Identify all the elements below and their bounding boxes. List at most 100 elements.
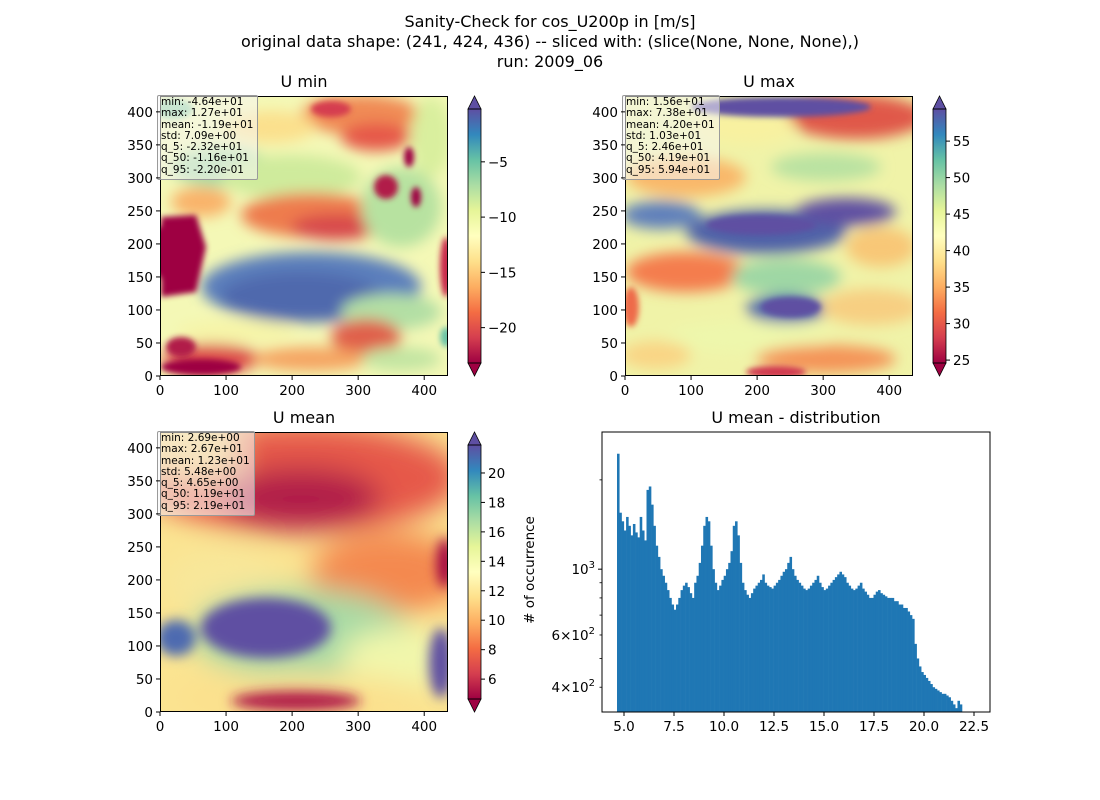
colorbar-extend-max — [467, 95, 482, 110]
histogram-bar — [857, 585, 861, 712]
histogram-bar — [730, 551, 734, 712]
panel-title-u-mean-distribution: U mean - distribution — [711, 408, 881, 427]
x-tick-label: 0 — [156, 383, 165, 399]
y-tick-label: 0 — [609, 369, 618, 385]
histogram-bar — [621, 521, 625, 712]
histogram-bar — [855, 588, 858, 712]
histogram-bar — [705, 516, 709, 712]
histogram-bar — [900, 604, 904, 712]
histogram-bar — [941, 693, 945, 712]
histogram-bar — [837, 574, 840, 712]
histogram-bar — [850, 588, 854, 712]
colorbar-outline — [467, 444, 482, 700]
stats-box-u-min: min: -4.64e+01 max: 1.27e+01 mean: -1.19… — [157, 95, 259, 181]
histogram-bar — [635, 532, 638, 712]
panel-title-u-min: U min — [280, 72, 328, 91]
histogram-bar — [626, 516, 629, 712]
histogram-bar — [914, 643, 917, 712]
histogram-bar — [905, 607, 908, 712]
x-tick-label: 300 — [810, 383, 836, 399]
histogram-bar — [891, 597, 895, 712]
histogram-bar — [805, 590, 808, 712]
histogram-bar — [623, 530, 627, 712]
histogram-bar — [735, 521, 738, 712]
histogram-bar — [843, 577, 847, 712]
histogram-bar — [948, 697, 951, 712]
stat-line: min: 2.69e+00 — [161, 432, 240, 444]
histogram-bar — [873, 594, 877, 712]
histogram-bar — [628, 525, 631, 712]
histogram-bar — [639, 516, 643, 712]
colorbar-tick-label: −15 — [488, 265, 517, 281]
histogram-bar — [759, 579, 763, 712]
y-tick-label: 100 — [127, 639, 153, 655]
colorbar-tick-label: 30 — [953, 317, 970, 333]
stat-line: mean: -1.19e+01 — [161, 118, 254, 131]
stat-line: q_5: 4.65e+00 — [161, 477, 239, 490]
histogram-bar — [950, 700, 954, 712]
histogram-bar — [907, 611, 911, 712]
histogram-bar — [712, 569, 715, 712]
histogram-bar — [871, 597, 874, 712]
histogram-bar — [921, 672, 924, 712]
colorbar-tick-label: 10 — [488, 613, 505, 629]
histogram-bar — [696, 575, 700, 712]
histogram-bar — [832, 579, 836, 712]
histogram-bar — [896, 601, 899, 712]
histogram-bar — [889, 597, 892, 712]
histogram-bar — [934, 688, 938, 712]
figure-title-line-2: original data shape: (241, 424, 436) -- … — [241, 32, 859, 51]
x-tick-label: 300 — [345, 383, 371, 399]
histogram-bar — [687, 587, 690, 712]
heatmap-u-min-field — [161, 97, 447, 375]
histogram-bar — [671, 604, 675, 712]
histogram-bar — [680, 590, 684, 712]
histogram-bar — [707, 521, 711, 712]
histogram-bar — [653, 525, 656, 712]
histogram-bar — [787, 562, 790, 712]
colorbar-gradient — [933, 109, 946, 363]
histogram-bar — [828, 585, 831, 712]
histogram-bar — [916, 658, 920, 712]
stat-line: std: 5.48e+00 — [161, 465, 237, 478]
histogram-bar — [812, 582, 815, 712]
histogram-bar — [694, 582, 697, 712]
histogram-bar — [755, 585, 759, 712]
histogram-bar — [664, 582, 668, 712]
colorbar-tick-label: 55 — [953, 134, 970, 150]
y-minor-tick-label: 6×102 — [552, 626, 595, 644]
histogram-bar — [803, 588, 806, 712]
histogram-bar — [769, 587, 772, 712]
colorbar-extend-min — [932, 362, 947, 377]
histogram-bar — [878, 590, 881, 712]
histogram-bar — [700, 545, 704, 712]
histogram-bar — [753, 588, 756, 712]
histogram-bar — [807, 588, 811, 712]
stat-line: q_95: 5.94e+01 — [626, 163, 711, 176]
histogram-bar — [721, 579, 724, 712]
y-tick-label: 200 — [592, 237, 618, 253]
histogram-bar — [893, 601, 897, 712]
histogram-bar — [646, 489, 650, 712]
stat-line: min: -4.64e+01 — [161, 96, 244, 108]
y-tick-label: 250 — [127, 540, 153, 556]
y-tick-label: 300 — [592, 171, 618, 187]
panel-title-u-max: U max — [743, 72, 795, 91]
histogram-bar — [955, 708, 958, 712]
y-tick-label: 400 — [127, 441, 153, 457]
colorbar-tick-label: −5 — [488, 155, 508, 171]
histogram-bar — [794, 575, 797, 712]
histogram-bar — [666, 590, 670, 712]
colorbar-tick-label: 20 — [488, 466, 505, 482]
y-tick-label: 50 — [136, 336, 153, 352]
histogram-bar — [737, 535, 740, 712]
histogram-bar — [673, 609, 677, 712]
x-tick-label: 0 — [621, 383, 630, 399]
stat-line: q_5: -2.32e+01 — [161, 141, 243, 154]
histogram-bar — [784, 569, 788, 712]
x-tick-label: 200 — [744, 383, 770, 399]
histogram-bar — [875, 591, 879, 712]
histogram-bar — [617, 453, 620, 712]
histogram-bar — [773, 585, 777, 712]
x-tick-label: 10.0 — [709, 719, 739, 735]
